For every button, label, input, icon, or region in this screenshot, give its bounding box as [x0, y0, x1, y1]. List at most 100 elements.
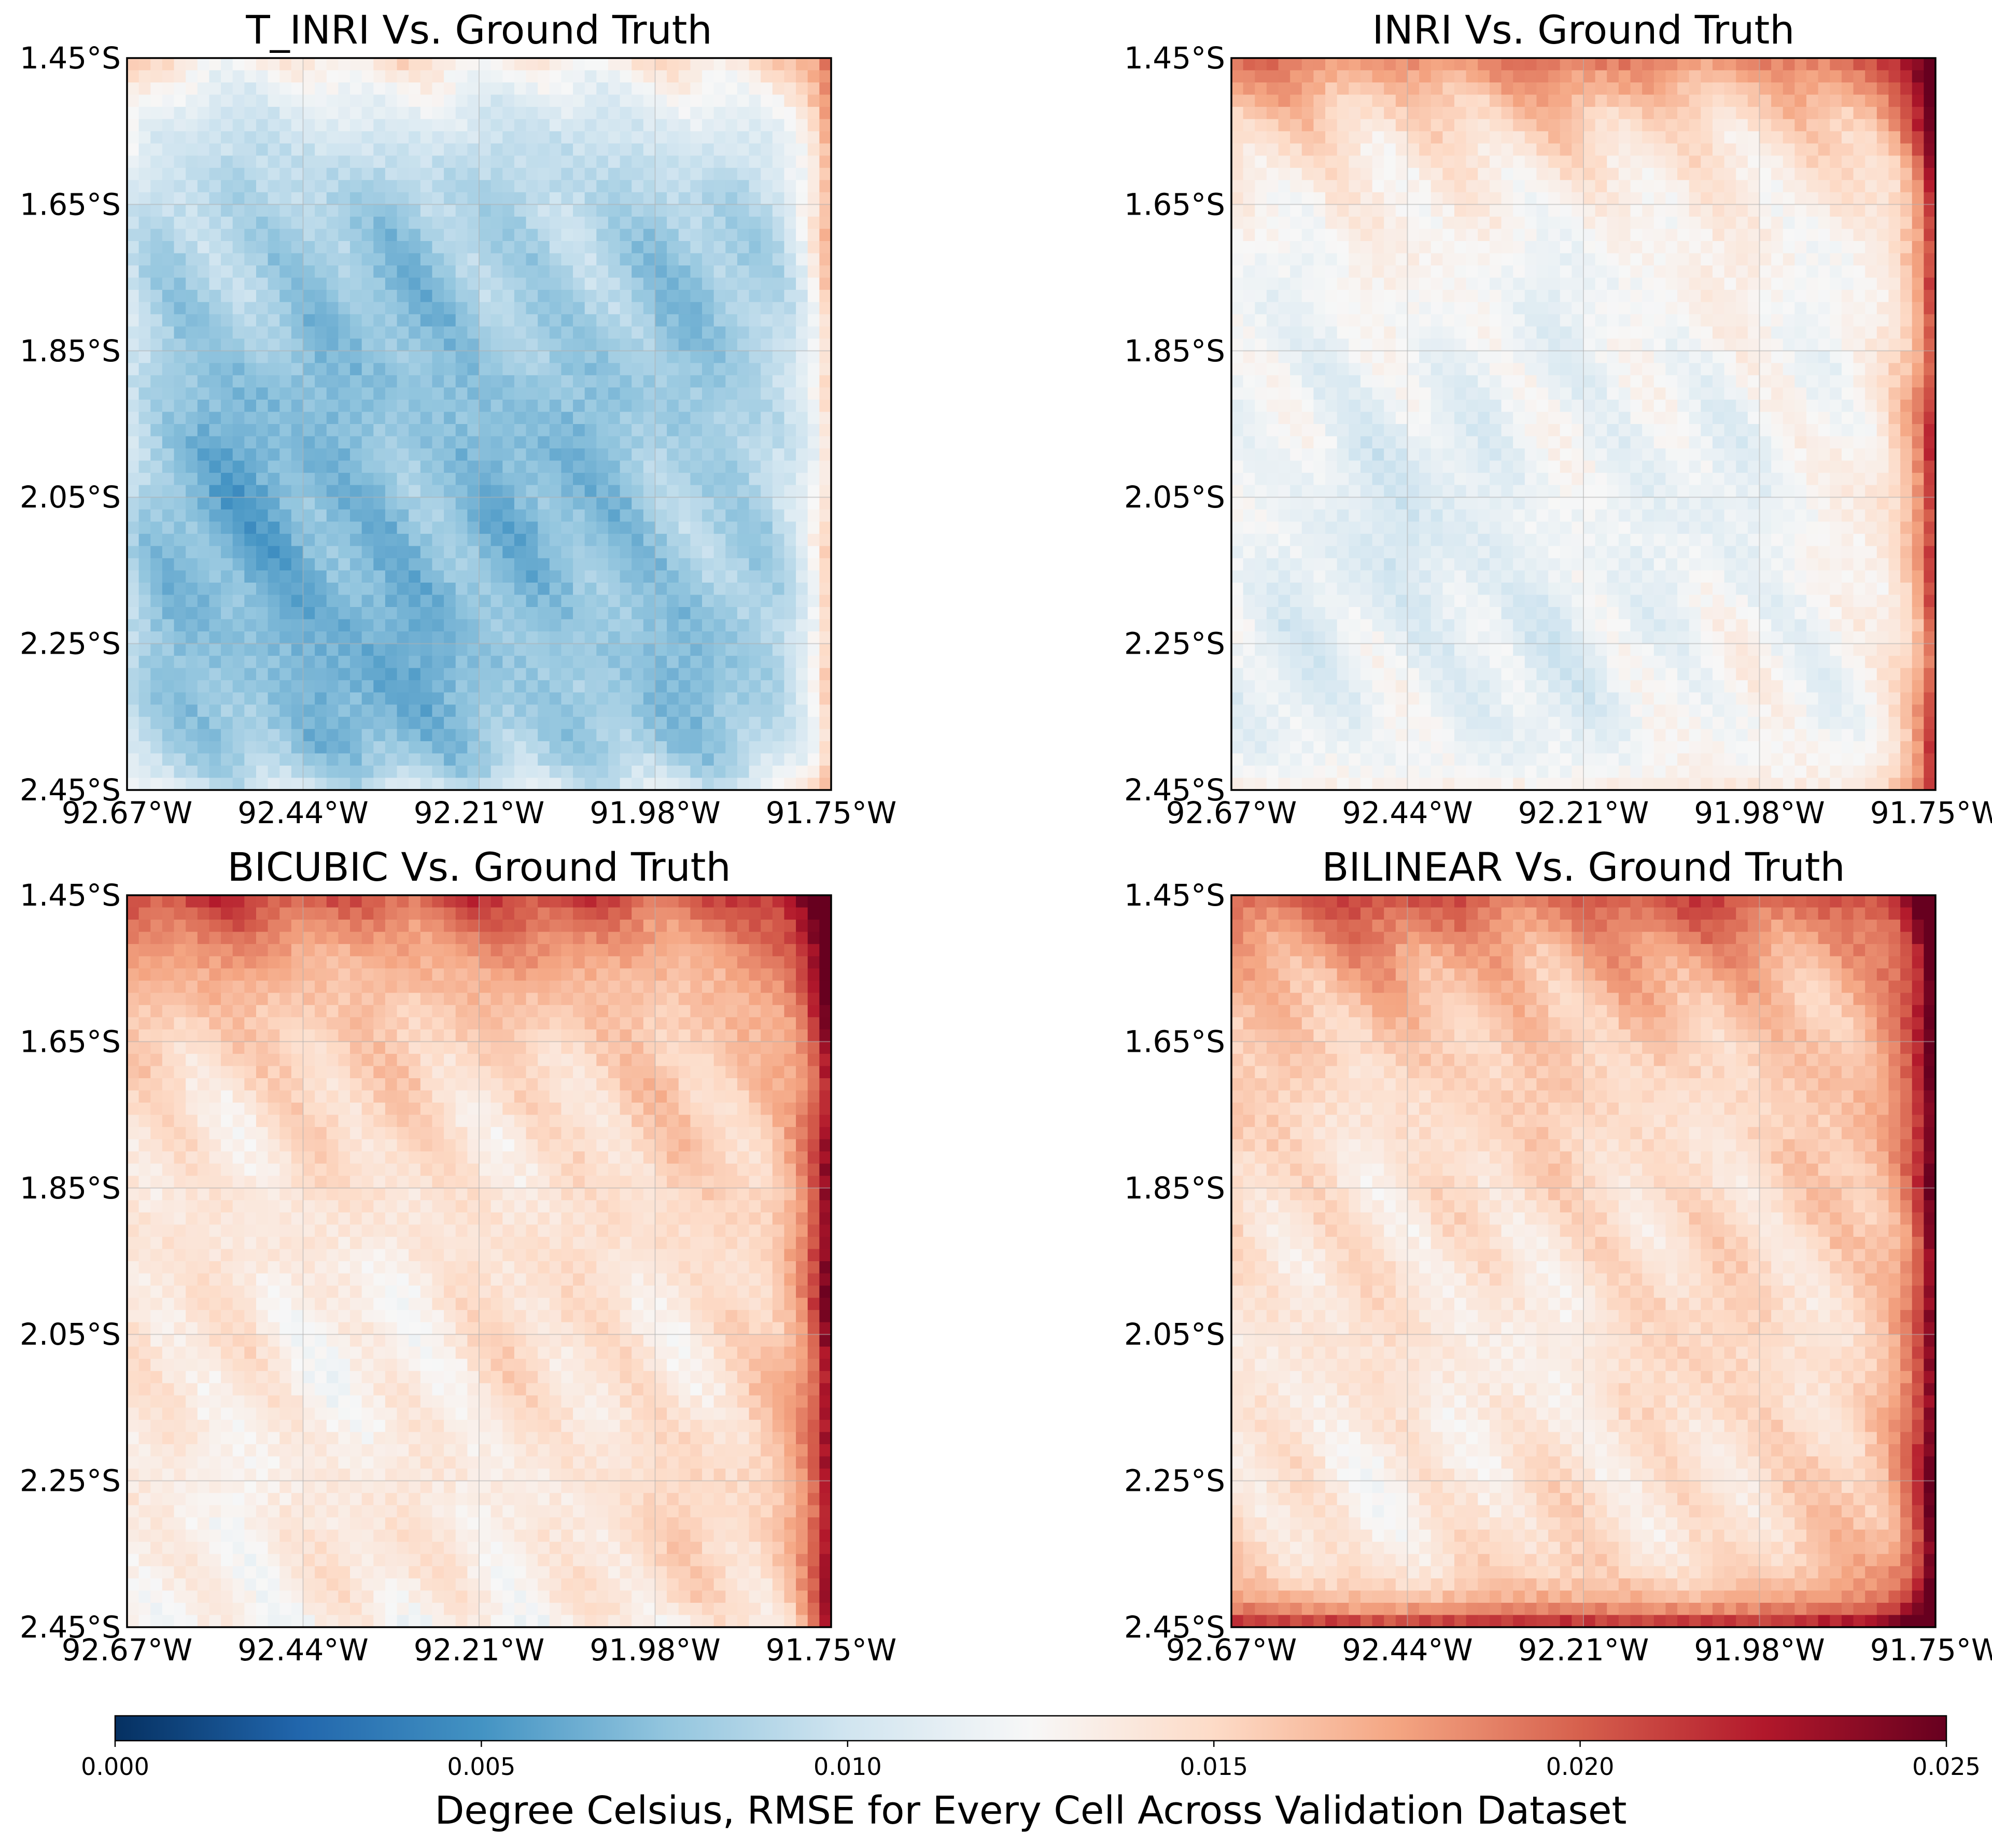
- heatmap-cell: [186, 167, 198, 180]
- heatmap-cell: [1466, 265, 1478, 278]
- heatmap-cell: [502, 716, 515, 729]
- heatmap-cell: [749, 204, 761, 217]
- heatmap-cell: [420, 119, 433, 132]
- heatmap-cell: [385, 460, 398, 473]
- heatmap-cell: [1548, 253, 1561, 266]
- heatmap-cell: [361, 680, 374, 693]
- heatmap-cell: [1794, 302, 1807, 315]
- heatmap-cell: [432, 180, 444, 193]
- heatmap-cell: [279, 412, 292, 425]
- heatmap-cell: [796, 509, 808, 522]
- heatmap-cell: [197, 436, 210, 449]
- heatmap-cell: [256, 582, 269, 596]
- heatmap-cell: [573, 412, 585, 425]
- heatmap-cell: [1524, 94, 1537, 107]
- heatmap-cell: [749, 412, 761, 425]
- heatmap-cell: [1841, 70, 1854, 83]
- heatmap-cell: [150, 314, 163, 327]
- heatmap-cell: [315, 570, 327, 583]
- heatmap-cell: [620, 570, 632, 583]
- heatmap-cell: [373, 326, 386, 339]
- heatmap-cell: [315, 216, 327, 230]
- heatmap-cell: [784, 412, 796, 425]
- heatmap-cell: [326, 631, 339, 644]
- heatmap-cell: [361, 399, 374, 413]
- heatmap-cell: [1759, 326, 1772, 339]
- heatmap-cell: [1830, 107, 1842, 120]
- heatmap-cell: [807, 668, 820, 681]
- heatmap-cell: [1266, 277, 1279, 290]
- heatmap-cell: [479, 473, 492, 486]
- heatmap-cell: [197, 119, 210, 132]
- heatmap-cell: [749, 229, 761, 242]
- heatmap-cell: [561, 595, 573, 608]
- heatmap-cell: [702, 131, 714, 144]
- heatmap-cell: [1665, 192, 1678, 205]
- heatmap-cell: [772, 302, 785, 315]
- heatmap-cell: [678, 412, 691, 425]
- heatmap-cell: [643, 58, 656, 71]
- heatmap-cell: [749, 70, 761, 83]
- heatmap-cell: [538, 704, 550, 717]
- heatmap-cell: [197, 704, 210, 717]
- heatmap-cell: [490, 558, 503, 571]
- heatmap-cell: [1876, 58, 1889, 71]
- heatmap-cell: [221, 375, 233, 388]
- heatmap-cell: [761, 509, 773, 522]
- heatmap-cell: [561, 570, 573, 583]
- heatmap-cell: [1794, 143, 1807, 156]
- heatmap-cell: [162, 778, 175, 791]
- heatmap-cell: [655, 716, 667, 729]
- heatmap-cell: [1924, 265, 1936, 278]
- heatmap-cell: [221, 729, 233, 742]
- heatmap-cell: [174, 314, 186, 327]
- heatmap-cell: [1255, 229, 1267, 242]
- heatmap-cell: [1407, 265, 1420, 278]
- heatmap-cell: [1513, 143, 1525, 156]
- heatmap-cell: [573, 338, 585, 351]
- heatmap-cell: [420, 692, 433, 705]
- heatmap-cell: [690, 778, 703, 791]
- heatmap-cell: [1513, 290, 1525, 303]
- heatmap-cell: [819, 167, 832, 180]
- heatmap-cell: [444, 729, 456, 742]
- heatmap-cell: [1630, 216, 1643, 230]
- heatmap-cell: [514, 582, 527, 596]
- heatmap-cell: [784, 595, 796, 608]
- heatmap-cell: [1630, 180, 1643, 193]
- heatmap-cell: [702, 765, 714, 779]
- heatmap-cell: [514, 107, 527, 120]
- heatmap-cell: [479, 58, 492, 71]
- heatmap-cell: [1536, 229, 1549, 242]
- heatmap-cell: [1278, 131, 1290, 144]
- heatmap-cell: [350, 375, 362, 388]
- heatmap-cell: [338, 509, 350, 522]
- heatmap-cell: [315, 607, 327, 620]
- heatmap-cell: [303, 412, 315, 425]
- heatmap-cell: [397, 778, 409, 791]
- heatmap-cell: [1771, 229, 1784, 242]
- heatmap-cell: [409, 595, 421, 608]
- heatmap-cell: [573, 436, 585, 449]
- heatmap-cell: [737, 436, 750, 449]
- heatmap-cell: [1466, 156, 1478, 168]
- heatmap-cell: [702, 399, 714, 413]
- heatmap-cell: [1642, 192, 1654, 205]
- heatmap-cell: [1747, 180, 1760, 193]
- heatmap-cell: [761, 241, 773, 254]
- heatmap-cell: [502, 350, 515, 363]
- heatmap-cell: [561, 521, 573, 534]
- heatmap-cell: [1290, 314, 1302, 327]
- heatmap-cell: [549, 375, 562, 388]
- heatmap-cell: [1548, 229, 1561, 242]
- heatmap-cell: [514, 485, 527, 498]
- heatmap-cell: [138, 485, 151, 498]
- heatmap-cell: [256, 375, 269, 388]
- heatmap-cell: [221, 241, 233, 254]
- heatmap-cell: [502, 399, 515, 413]
- heatmap-cell: [1818, 290, 1830, 303]
- heatmap-cell: [1278, 302, 1290, 315]
- heatmap-cell: [1407, 70, 1420, 83]
- heatmap-cell: [725, 216, 738, 230]
- heatmap-cell: [761, 350, 773, 363]
